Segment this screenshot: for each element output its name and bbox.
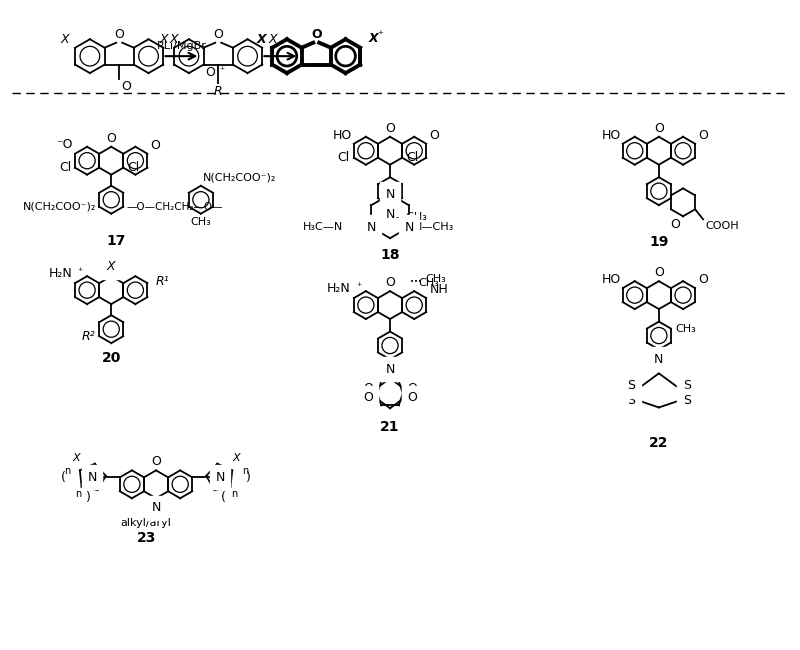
Text: ⁻O: ⁻O (57, 138, 73, 151)
Text: N(CH₂COO⁻)₂: N(CH₂COO⁻)₂ (23, 202, 96, 212)
Text: ⁺: ⁺ (160, 499, 166, 509)
Text: RLi/MgBr: RLi/MgBr (157, 41, 206, 51)
Text: ): ) (246, 471, 251, 484)
Text: R²: R² (82, 330, 95, 343)
Text: S: S (627, 395, 635, 408)
Text: alkyl/aryl: alkyl/aryl (121, 518, 171, 528)
Text: O: O (385, 276, 395, 289)
Text: ⁺: ⁺ (77, 267, 82, 277)
Text: O: O (206, 66, 215, 79)
Text: CH₃: CH₃ (675, 324, 696, 333)
Text: X: X (107, 260, 115, 273)
Text: O: O (311, 28, 322, 41)
Text: n: n (242, 466, 248, 476)
Text: Cl: Cl (406, 151, 418, 164)
Text: O: O (698, 273, 708, 286)
Text: ⁺: ⁺ (219, 66, 225, 75)
Text: X: X (268, 32, 277, 46)
Text: O: O (407, 391, 417, 404)
Text: N: N (366, 221, 376, 234)
Text: O: O (151, 456, 161, 469)
Text: N: N (404, 221, 414, 234)
Text: 17: 17 (106, 233, 126, 248)
Text: O: O (385, 122, 395, 135)
Text: (: ( (222, 491, 226, 504)
Text: H₃C—N: H₃C—N (303, 222, 343, 232)
Text: N: N (151, 501, 161, 514)
Text: X: X (232, 454, 240, 463)
Text: X: X (368, 32, 378, 45)
Text: O: O (654, 266, 664, 280)
Text: HO: HO (333, 129, 352, 142)
Text: •••: ••• (410, 279, 422, 285)
Text: O: O (106, 132, 116, 145)
Text: ): ) (86, 491, 91, 504)
Text: X: X (169, 32, 178, 46)
Text: CH₃: CH₃ (190, 216, 211, 227)
Text: Cl: Cl (58, 161, 71, 174)
Text: N: N (386, 363, 394, 376)
Text: (: ( (61, 471, 66, 484)
Text: S: S (682, 395, 690, 408)
Text: —CH₃: —CH₃ (395, 213, 427, 222)
Text: O: O (363, 391, 373, 404)
Text: NH: NH (430, 283, 449, 296)
Text: O: O (430, 129, 439, 142)
Text: n: n (231, 489, 238, 499)
Text: N: N (386, 208, 394, 221)
Text: H₂N: H₂N (327, 282, 351, 295)
Text: ⁺: ⁺ (377, 30, 383, 40)
Text: O: O (121, 80, 131, 93)
Text: O: O (654, 122, 664, 135)
Text: 23: 23 (137, 531, 156, 545)
Text: 19: 19 (650, 235, 669, 249)
Text: X: X (160, 32, 168, 46)
Text: S: S (627, 379, 635, 392)
Text: HO: HO (602, 273, 621, 286)
Text: Cl: Cl (338, 151, 350, 164)
Text: X: X (257, 32, 266, 46)
Text: O: O (363, 382, 373, 395)
Text: N(CH₂COO⁻)₂: N(CH₂COO⁻)₂ (203, 173, 276, 183)
Text: O: O (114, 28, 124, 41)
Text: ⁺: ⁺ (356, 282, 361, 292)
Text: HO: HO (602, 129, 621, 142)
Text: —O—CH₂CH₂—O—: —O—CH₂CH₂—O— (126, 202, 222, 212)
Text: S: S (682, 379, 690, 392)
Text: O: O (150, 138, 160, 151)
Text: O: O (214, 28, 223, 41)
Text: CH₃: CH₃ (418, 278, 439, 289)
Text: N—CH₃: N—CH₃ (414, 222, 454, 232)
Text: N: N (215, 471, 225, 484)
Text: O: O (670, 218, 680, 231)
Text: COOH: COOH (705, 221, 738, 231)
Text: 22: 22 (649, 436, 669, 450)
Text: n: n (64, 466, 70, 476)
Text: N: N (654, 353, 663, 366)
Text: Cl: Cl (127, 161, 139, 174)
Text: N: N (386, 188, 394, 201)
Text: X: X (61, 32, 70, 46)
Text: O: O (407, 382, 417, 395)
Text: 21: 21 (380, 420, 400, 434)
Text: H₂N: H₂N (48, 267, 72, 280)
Text: X: X (72, 454, 80, 463)
Text: R: R (214, 85, 222, 98)
Text: n: n (75, 489, 81, 499)
Text: 18: 18 (380, 248, 400, 262)
Text: CH₃: CH₃ (426, 274, 446, 284)
Text: R¹: R¹ (155, 275, 169, 288)
Text: O: O (698, 129, 708, 142)
Text: N: N (87, 471, 97, 484)
Text: 20: 20 (102, 351, 121, 365)
